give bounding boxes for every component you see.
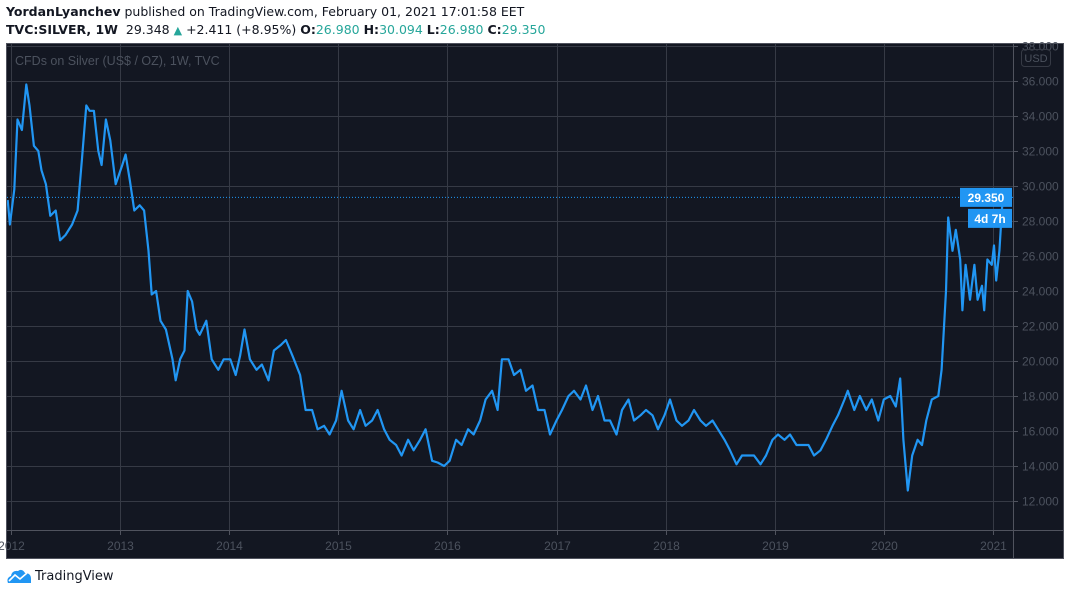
- y-tick-label: 14.000: [1022, 460, 1059, 474]
- last-price-badge: [960, 187, 1012, 207]
- published-text: published on TradingView.com, February 0…: [124, 4, 525, 19]
- y-tick-label: 38.000: [1022, 40, 1059, 54]
- author-name[interactable]: YordanLyanchev: [6, 4, 121, 19]
- y-tick-label: 34.000: [1022, 110, 1059, 124]
- x-tick-label: 2019: [762, 539, 789, 553]
- x-tick-label: 2016: [434, 539, 461, 553]
- last-price-badge-label: 29.350: [968, 191, 1005, 205]
- x-tick-label: 2015: [325, 539, 352, 553]
- low-label: L:: [426, 22, 440, 37]
- x-tick-label: 2021: [980, 539, 1007, 553]
- x-tick-label: 2020: [871, 539, 898, 553]
- y-tick-label: 36.000: [1022, 75, 1059, 89]
- y-tick-label: 26.000: [1022, 250, 1059, 264]
- high-value: 30.094: [379, 22, 423, 37]
- chart-panel: [6, 43, 1064, 559]
- y-tick-label: 16.000: [1022, 425, 1059, 439]
- y-tick-label: 30.000: [1022, 180, 1059, 194]
- symbol-info: TVC:SILVER, 1W 29.348 ▲ +2.411 (+8.95%) …: [6, 22, 545, 37]
- x-tick-label: 2013: [107, 539, 134, 553]
- time-axis[interactable]: 2012 2013 2014 2015 2016 2017 2018 2019 2020 2021: [0, 530, 1007, 553]
- open-label: O:: [300, 22, 316, 37]
- x-tick-label: 2018: [653, 539, 680, 553]
- series-line: [7, 83, 1004, 492]
- x-tick-label: 2012: [0, 539, 25, 553]
- y-tick-label: 20.000: [1022, 355, 1059, 369]
- last-price: 29.348: [125, 22, 170, 37]
- y-tick-label: 32.000: [1022, 145, 1059, 159]
- y-tick-label: 28.000: [1022, 215, 1059, 229]
- brand-name: TradingView: [35, 568, 114, 584]
- high-label: H:: [363, 22, 380, 37]
- currency-badge: [1021, 49, 1051, 67]
- price-change: +2.411 (+8.95%): [186, 22, 297, 37]
- currency-label: USD: [1024, 53, 1047, 65]
- up-triangle-icon: ▲: [173, 24, 183, 37]
- low-value: 26.980: [439, 22, 484, 37]
- y-tick-label: 18.000: [1022, 390, 1059, 404]
- symbol: TVC:SILVER, 1W: [6, 22, 118, 37]
- price-axis[interactable]: 12.000 14.000 16.000 18.000 20.000 22.000 24.0…: [1013, 40, 1059, 509]
- chart-title: CFDs on Silver (US$ / OZ), 1W, TVC: [15, 54, 220, 68]
- publish-info: YordanLyanchev published on TradingView.…: [6, 4, 524, 19]
- countdown-badge: [968, 208, 1012, 228]
- x-tick-label: 2017: [544, 539, 571, 553]
- y-tick-label: 12.000: [1022, 495, 1059, 509]
- tradingview-cloud-icon: [7, 569, 31, 583]
- y-tick-label: 24.000: [1022, 285, 1059, 299]
- close-value: 29.350: [501, 22, 546, 37]
- grid: [7, 44, 1013, 530]
- tradingview-logo[interactable]: TradingView: [6, 568, 114, 584]
- y-tick-label: 22.000: [1022, 320, 1059, 334]
- x-tick-label: 2014: [216, 539, 243, 553]
- close-label: C:: [487, 22, 502, 37]
- countdown-label: 4d 7h: [974, 212, 1005, 226]
- open-value: 26.980: [315, 22, 360, 37]
